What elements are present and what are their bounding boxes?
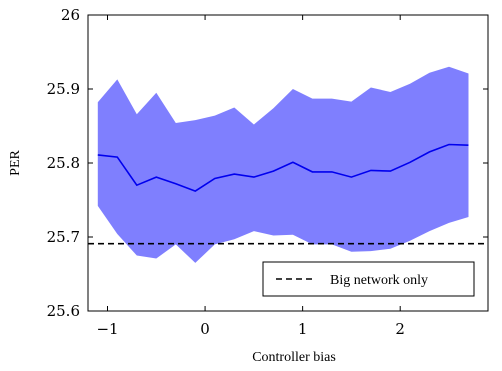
x-axis-label: Controller bias <box>252 350 336 365</box>
y-tick-label: 25.8 <box>47 154 80 172</box>
y-tick-label: 25.7 <box>47 228 80 246</box>
y-tick-label: 25.6 <box>47 302 80 320</box>
x-tick-label: 1 <box>298 320 308 338</box>
legend-label-big-network: Big network only <box>330 273 428 288</box>
axes: −1 0 1 2 25.6 25.7 25.8 25.9 26 <box>47 6 489 338</box>
mean-line <box>97 143 469 192</box>
x-tick-label: −1 <box>96 320 118 338</box>
confidence-band <box>97 66 469 263</box>
y-tick-label: 26 <box>61 6 80 24</box>
legend: Big network only <box>262 261 475 297</box>
plot-area <box>88 66 488 263</box>
y-axis-label: PER <box>8 150 23 176</box>
y-tick-label: 25.9 <box>47 80 80 98</box>
x-tick-label: 2 <box>395 320 405 338</box>
x-tick-label: 0 <box>200 320 210 338</box>
